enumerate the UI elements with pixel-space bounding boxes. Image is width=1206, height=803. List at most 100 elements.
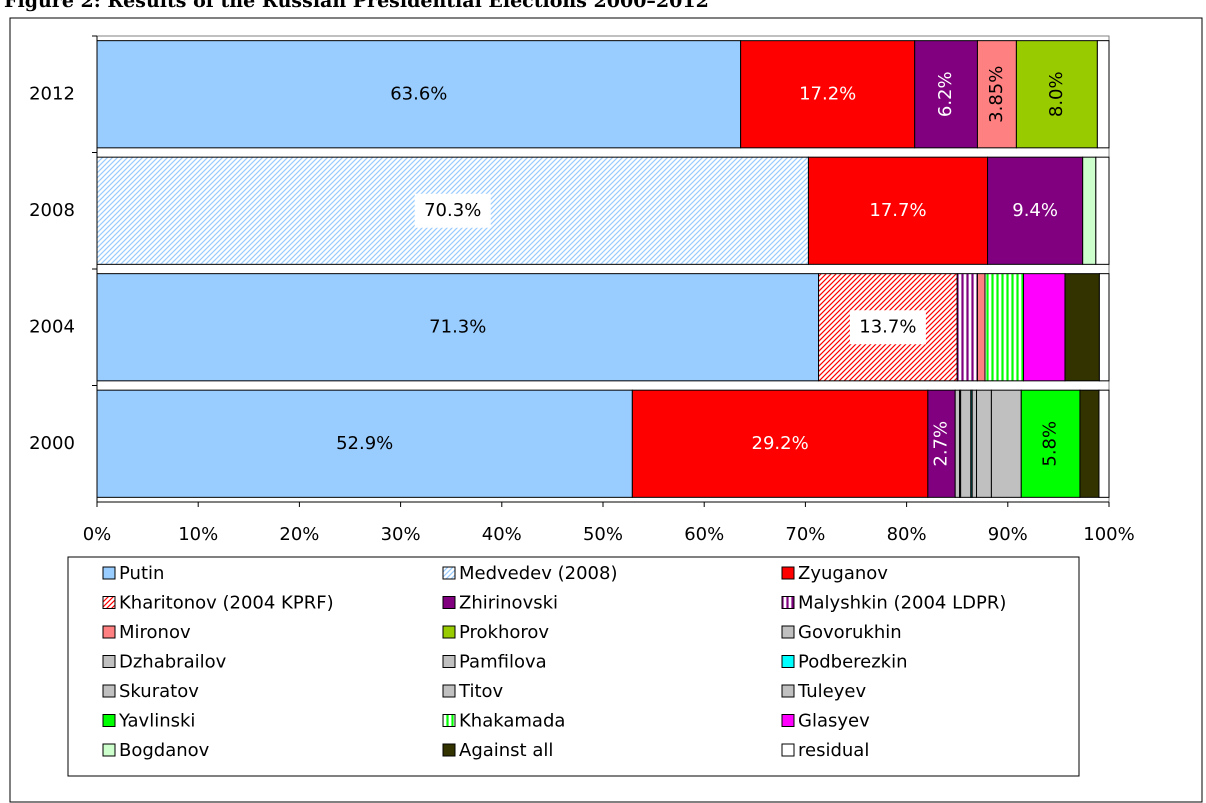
bar-segment (987, 156, 1084, 265)
bar-segment (914, 40, 978, 149)
data-label: 2.7% (931, 421, 952, 467)
legend-swatch (781, 596, 795, 609)
bar-segment (807, 156, 989, 265)
chart-title: Figure 2: Results of the Russian Preside… (4, 0, 709, 12)
legend-swatch (442, 596, 456, 609)
bar-segment (984, 273, 1024, 382)
legend-swatch (102, 596, 116, 609)
bar-segment (956, 273, 978, 382)
legend-label: Khakamada (459, 711, 565, 732)
x-tick-label: 40% (482, 524, 522, 545)
y-tick-label: 2012 (29, 83, 75, 104)
legend-label: Malyshkin (2004 LDPR) (798, 593, 1006, 614)
data-label: 9.4% (1012, 200, 1058, 221)
legend-box (67, 556, 1080, 777)
legend-label: Against all (459, 740, 553, 761)
legend-swatch (781, 566, 795, 580)
data-label: 5.8% (1040, 421, 1061, 467)
data-label: 8.0% (1046, 71, 1067, 117)
bar-segment (990, 389, 1022, 498)
legend-swatch (102, 684, 116, 698)
legend-label: Podberezkin (798, 652, 908, 673)
legend-label: Zhirinovski (459, 593, 558, 614)
legend-label: residual (798, 740, 869, 761)
x-tick-label: 10% (178, 524, 218, 545)
legend-swatch (102, 625, 116, 639)
bar-segment (96, 273, 820, 382)
legend-swatch (102, 743, 116, 757)
bar-segment (1082, 156, 1097, 265)
legend-swatch (442, 743, 456, 757)
legend-label: Mironov (119, 622, 191, 643)
legend-label: Medvedev (2008) (459, 563, 617, 584)
bar-segment (1096, 40, 1110, 149)
legend-swatch (781, 655, 795, 668)
legend-swatch (102, 714, 116, 727)
bar-segment (1022, 273, 1066, 382)
legend-swatch (781, 714, 795, 727)
data-label: 17.2% (799, 83, 856, 104)
bar-segment (1064, 273, 1100, 382)
bar-segment (1098, 273, 1110, 382)
legend-label: Bogdanov (119, 740, 210, 761)
legend-label: Govorukhin (798, 622, 902, 643)
legend-swatch (442, 625, 456, 639)
legend-swatch (781, 743, 795, 757)
legend-swatch (442, 655, 456, 668)
bar-segment (1079, 389, 1100, 498)
bar-segment (976, 273, 986, 382)
y-tick-label: 2004 (29, 316, 75, 337)
legend-swatch (781, 625, 795, 639)
legend-label: Tuleyev (797, 681, 866, 702)
legend-label: Prokhorov (459, 622, 549, 643)
x-tick-label: 70% (785, 524, 825, 545)
legend-swatch (442, 684, 456, 698)
data-label: 17.7% (869, 200, 926, 221)
legend-label: Glasyev (798, 711, 870, 732)
data-label: 13.7% (859, 316, 916, 337)
y-tick-label: 2008 (29, 200, 75, 221)
legend-swatch (102, 655, 116, 668)
bar-segment (971, 389, 978, 498)
bar-segment (1098, 389, 1110, 498)
x-tick-label: 60% (684, 524, 724, 545)
x-tick-label: 0% (83, 524, 112, 545)
y-tick-label: 2000 (29, 433, 75, 454)
x-tick-label: 30% (381, 524, 421, 545)
legend-swatch (102, 566, 116, 580)
data-label: 3.85% (986, 66, 1007, 123)
x-tick-label: 50% (583, 524, 623, 545)
legend-label: Pamfilova (459, 652, 547, 673)
legend-label: Putin (119, 563, 164, 584)
bar-segment (960, 389, 972, 498)
legend-swatch (442, 714, 456, 727)
data-label: 63.6% (390, 83, 447, 104)
x-tick-label: 100% (1083, 524, 1134, 545)
bar-segment (96, 389, 633, 498)
data-label: 29.2% (752, 433, 809, 454)
legend-label: Yavlinski (118, 711, 195, 732)
data-label: 70.3% (424, 200, 481, 221)
bar-segment (96, 40, 742, 149)
data-label: 52.9% (336, 433, 393, 454)
label-box (849, 310, 926, 345)
bar-segment (740, 40, 916, 149)
data-label: 6.2% (935, 71, 956, 117)
bar-segment (927, 389, 956, 498)
chart-frame (9, 17, 1203, 803)
legend-label: Titov (458, 681, 504, 702)
legend-label: Kharitonov (2004 KPRF) (119, 593, 334, 614)
x-tick-label: 80% (887, 524, 927, 545)
data-label: 71.3% (429, 316, 486, 337)
bar-segment (954, 389, 961, 498)
bar-segment (631, 389, 929, 498)
bar-segment (976, 389, 992, 498)
x-tick-label: 20% (279, 524, 319, 545)
bar-segment (1095, 156, 1110, 265)
bar-segment (976, 40, 1017, 149)
legend-swatch (781, 684, 795, 698)
legend-swatch (442, 566, 456, 580)
legend-label: Zyuganov (798, 563, 888, 584)
legend-label: Dzhabrailov (119, 652, 227, 673)
